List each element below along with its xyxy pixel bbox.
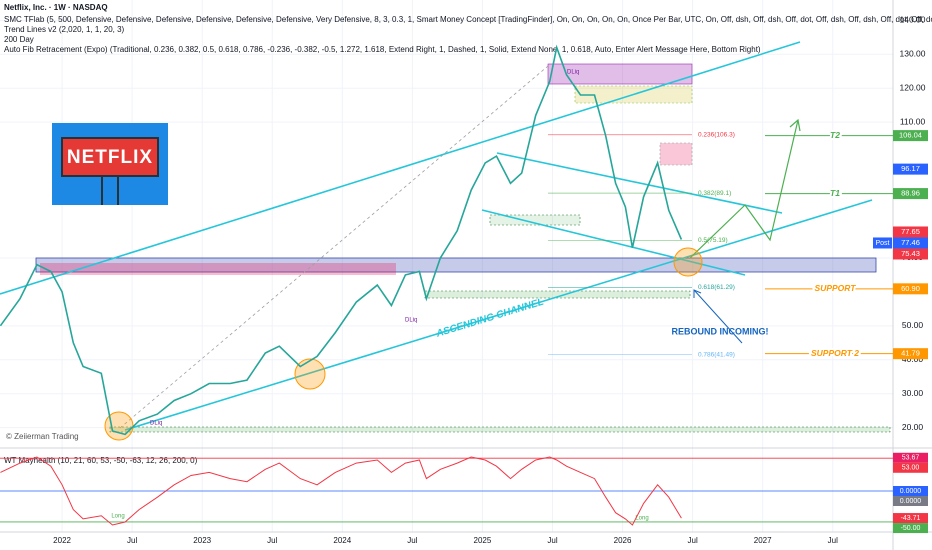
signal-label: Long	[635, 516, 648, 522]
oscillator-badge-label: 0.0000	[900, 498, 922, 505]
price-badge	[893, 348, 928, 360]
symbol-title: Netflix, Inc. · 1W · NASDAQ	[4, 3, 108, 12]
fib-label: 0.5(75.19)	[698, 237, 728, 244]
oscillator-badge	[893, 513, 928, 524]
liq-label: DLiq	[150, 421, 162, 427]
oscillator-badge	[893, 496, 928, 506]
price-badge	[893, 188, 928, 200]
signal-label: Long	[111, 514, 124, 520]
x-tick-label: Jul	[828, 536, 838, 545]
x-tick-label: Jul	[407, 536, 417, 545]
liq-label: DLiq	[567, 70, 579, 76]
falling-upper	[496, 152, 783, 214]
credit: © Zeiierman Trading	[6, 432, 79, 441]
fvg-zone	[489, 214, 581, 226]
fib-label: 0.236(106.3)	[698, 131, 735, 138]
oscillator-title: WT Mayhealth (10, 21, 60, 53, -50, -63, …	[4, 456, 198, 465]
fib-label: 0.382(89.1)	[698, 190, 731, 197]
callout-label: REBOUND INCOMING!	[672, 326, 769, 336]
indicator-legend: Trend Lines v2 (2,020, 1, 1, 20, 3)	[4, 25, 125, 34]
session-tag	[873, 237, 892, 249]
oscillator-badge	[893, 523, 928, 534]
oscillator-badge-label: 53.67	[902, 455, 920, 462]
indicator-legend: 200 Day	[4, 35, 34, 44]
price-badge-label: 96.17	[901, 164, 920, 173]
target-name: T2	[830, 130, 840, 140]
oscillator-badge	[893, 452, 928, 463]
x-tick-label: Jul	[127, 536, 137, 545]
x-tick-label: 2026	[614, 536, 632, 545]
low-highlight	[294, 358, 326, 390]
price-line	[0, 44, 683, 436]
projection-arrowhead	[789, 118, 801, 132]
fib-label: 0.786(41.49)	[698, 351, 735, 358]
price-badge-label: 41.79	[901, 349, 920, 358]
oscillator-badge-label: -43.71	[901, 515, 921, 522]
x-tick-label: 2022	[53, 536, 71, 545]
session-tag-label: Post	[875, 240, 889, 247]
target-name: SUPPORT 2	[811, 348, 859, 358]
indicator-legend: SMC TFlab (5, 500, Defensive, Defensive,…	[4, 15, 932, 24]
y-tick-label: 30.00	[902, 388, 924, 398]
oscillator-badge	[893, 462, 928, 473]
fib-label: 0.618(61.29)	[698, 284, 735, 291]
fvg-zone	[109, 426, 891, 433]
price-badge-label: 106.04	[899, 131, 922, 140]
callout-arrowhead	[693, 289, 702, 298]
indicator-legend: Auto Fib Retracement (Expo) (Traditional…	[4, 45, 761, 54]
y-tick-label: 120.00	[900, 82, 926, 92]
x-tick-label: Jul	[688, 536, 698, 545]
x-tick-label: 2024	[333, 536, 351, 545]
price-badge-label: 77.65	[901, 227, 920, 236]
liq-label: DLiq	[405, 318, 417, 324]
price-badge	[893, 237, 928, 249]
y-tick-label: 50.00	[902, 320, 924, 330]
channel-lower	[124, 199, 873, 431]
target-name: SUPPORT	[815, 283, 857, 293]
oscillator-line	[0, 456, 682, 526]
falling-lower	[481, 209, 746, 276]
y-tick-label: 140.00	[900, 15, 926, 25]
logo-sign	[61, 137, 159, 177]
price-badge	[893, 163, 928, 175]
projection-path	[689, 119, 799, 259]
price-badge	[893, 226, 928, 238]
price-badge-label: 60.90	[901, 284, 920, 293]
oscillator-badge-label: -50.00	[901, 525, 921, 532]
order-block	[40, 263, 396, 275]
y-tick-label: 110.00	[900, 116, 926, 126]
callout-arrow	[693, 289, 743, 344]
channel-upper	[0, 41, 801, 295]
price-badge-label: 88.96	[901, 189, 920, 198]
x-tick-label: 2023	[193, 536, 211, 545]
target-name: T1	[830, 188, 840, 198]
x-tick-label: 2027	[754, 536, 772, 545]
x-tick-label: Jul	[547, 536, 557, 545]
supply-zone	[547, 63, 693, 85]
price-badge	[893, 248, 928, 260]
price-badge	[893, 130, 928, 142]
logo-text: NETFLIX	[67, 147, 153, 168]
fvg-zone	[659, 142, 693, 166]
oscillator-badge	[893, 486, 928, 496]
x-tick-label: 2025	[474, 536, 492, 545]
price-badge-label: 75.43	[901, 249, 920, 258]
price-badge-label: 77.46	[901, 238, 920, 247]
y-tick-label: 20.00	[902, 422, 924, 432]
y-tick-label: 130.00	[900, 49, 926, 59]
price-badge	[893, 283, 928, 295]
x-tick-label: Jul	[267, 536, 277, 545]
low-highlight	[673, 247, 703, 277]
oscillator-badge-label: 0.0000	[900, 488, 922, 495]
oscillator-badge-label: 53.00	[902, 465, 920, 472]
